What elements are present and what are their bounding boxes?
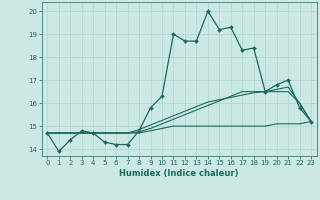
X-axis label: Humidex (Indice chaleur): Humidex (Indice chaleur)	[119, 169, 239, 178]
